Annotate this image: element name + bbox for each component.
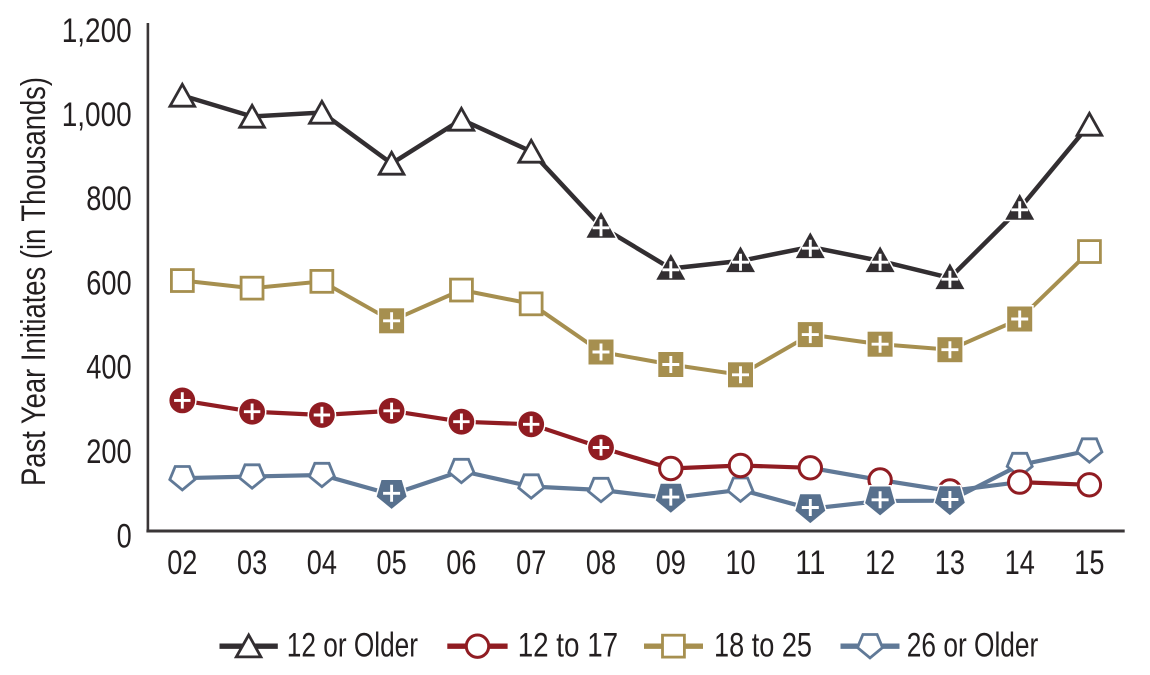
svg-text:11: 11 (795, 544, 825, 582)
svg-text:14: 14 (1005, 544, 1035, 582)
svg-text:12: 12 (865, 544, 895, 582)
svg-text:18 to 25: 18 to 25 (714, 627, 812, 665)
svg-text:26 or Older: 26 or Older (907, 627, 1039, 665)
svg-text:08: 08 (586, 544, 616, 582)
svg-text:13: 13 (935, 544, 965, 582)
svg-text:09: 09 (656, 544, 686, 582)
svg-text:0: 0 (117, 518, 132, 556)
svg-text:02: 02 (167, 544, 197, 582)
svg-text:Past Year Initiates (in Thousa: Past Year Initiates (in Thousands) (15, 77, 53, 486)
svg-text:1,000: 1,000 (62, 96, 132, 134)
svg-text:1,200: 1,200 (62, 12, 132, 50)
svg-text:06: 06 (446, 544, 476, 582)
svg-text:15: 15 (1074, 544, 1104, 582)
svg-text:400: 400 (86, 349, 131, 387)
svg-text:12 or Older: 12 or Older (287, 627, 418, 665)
svg-text:10: 10 (725, 544, 755, 582)
svg-text:04: 04 (307, 544, 337, 582)
svg-text:200: 200 (86, 433, 131, 471)
svg-text:05: 05 (377, 544, 407, 582)
svg-text:12 to 17: 12 to 17 (518, 627, 618, 665)
svg-text:800: 800 (86, 180, 131, 218)
svg-text:03: 03 (237, 544, 267, 582)
svg-text:600: 600 (86, 264, 131, 302)
svg-text:07: 07 (516, 544, 546, 582)
